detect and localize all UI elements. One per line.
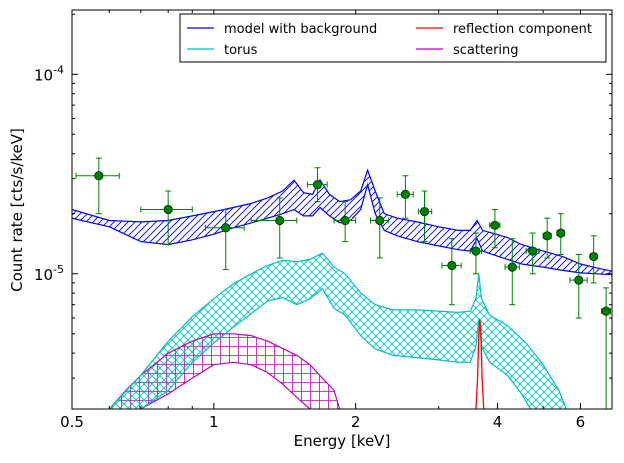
data-point-11 <box>469 232 483 275</box>
data-marker <box>528 246 538 256</box>
legend: model with background reflection componen… <box>179 13 607 63</box>
torus-upper-line <box>108 252 567 409</box>
model-with-background-band <box>72 170 612 275</box>
data-marker <box>340 215 350 226</box>
y-tick-label: 10-5 <box>34 263 64 284</box>
data-point-12 <box>489 209 501 249</box>
data-marker <box>490 220 500 230</box>
data-marker <box>542 231 552 241</box>
data-point-13 <box>504 238 520 306</box>
data-point-9 <box>418 190 433 243</box>
data-marker <box>94 171 104 181</box>
scattering-legend-label: scattering <box>453 43 519 58</box>
data-point-3 <box>204 209 245 271</box>
data-point-17 <box>569 253 588 319</box>
data-point-18 <box>589 235 599 284</box>
data-marker <box>507 262 517 272</box>
y-axis-label: Count rate [cts/s/keV] <box>8 128 26 292</box>
model-with-background-legend-label: model with background <box>224 22 377 37</box>
data-marker <box>163 204 173 215</box>
x-tick-label: 6 <box>576 413 586 431</box>
data-point-5 <box>306 167 328 203</box>
y-tick-label: 10-4 <box>34 63 64 84</box>
data-point-8 <box>396 175 414 219</box>
data-marker <box>400 189 410 199</box>
torus-band <box>109 253 567 409</box>
x-tick-label: 4 <box>493 413 503 431</box>
reflection-component-line <box>475 319 485 409</box>
x-tick-label: 2 <box>351 413 361 431</box>
data-marker <box>471 246 481 256</box>
data-point-14 <box>525 232 540 275</box>
torus-legend-label: torus <box>224 43 258 58</box>
data-marker <box>419 206 430 217</box>
data-marker <box>221 223 231 233</box>
data-point-4 <box>250 197 298 259</box>
data-marker <box>275 215 285 226</box>
scattering-lower-line <box>140 361 311 409</box>
data-marker <box>556 228 566 238</box>
data-marker <box>375 215 385 226</box>
data-marker <box>574 275 584 285</box>
data-point-10 <box>441 238 462 306</box>
scattering-upper-line <box>108 333 341 409</box>
data-point-7 <box>369 197 390 259</box>
data-point-6 <box>333 201 357 243</box>
x-tick-label: 0.5 <box>60 413 84 431</box>
data-marker <box>312 179 323 190</box>
data-point-1 <box>75 157 120 215</box>
reflection-component-legend-label: reflection component <box>453 22 592 37</box>
legend-box <box>179 13 607 63</box>
x-tick-label: 1 <box>209 413 219 431</box>
data-marker <box>589 251 599 262</box>
data-point-15 <box>542 217 552 259</box>
data-marker <box>601 306 611 316</box>
plot-frame <box>71 9 613 410</box>
data-point-16 <box>556 213 566 255</box>
data-marker <box>447 260 457 271</box>
data-point-2 <box>140 190 193 246</box>
x-axis-label: Energy [keV] <box>294 432 391 450</box>
